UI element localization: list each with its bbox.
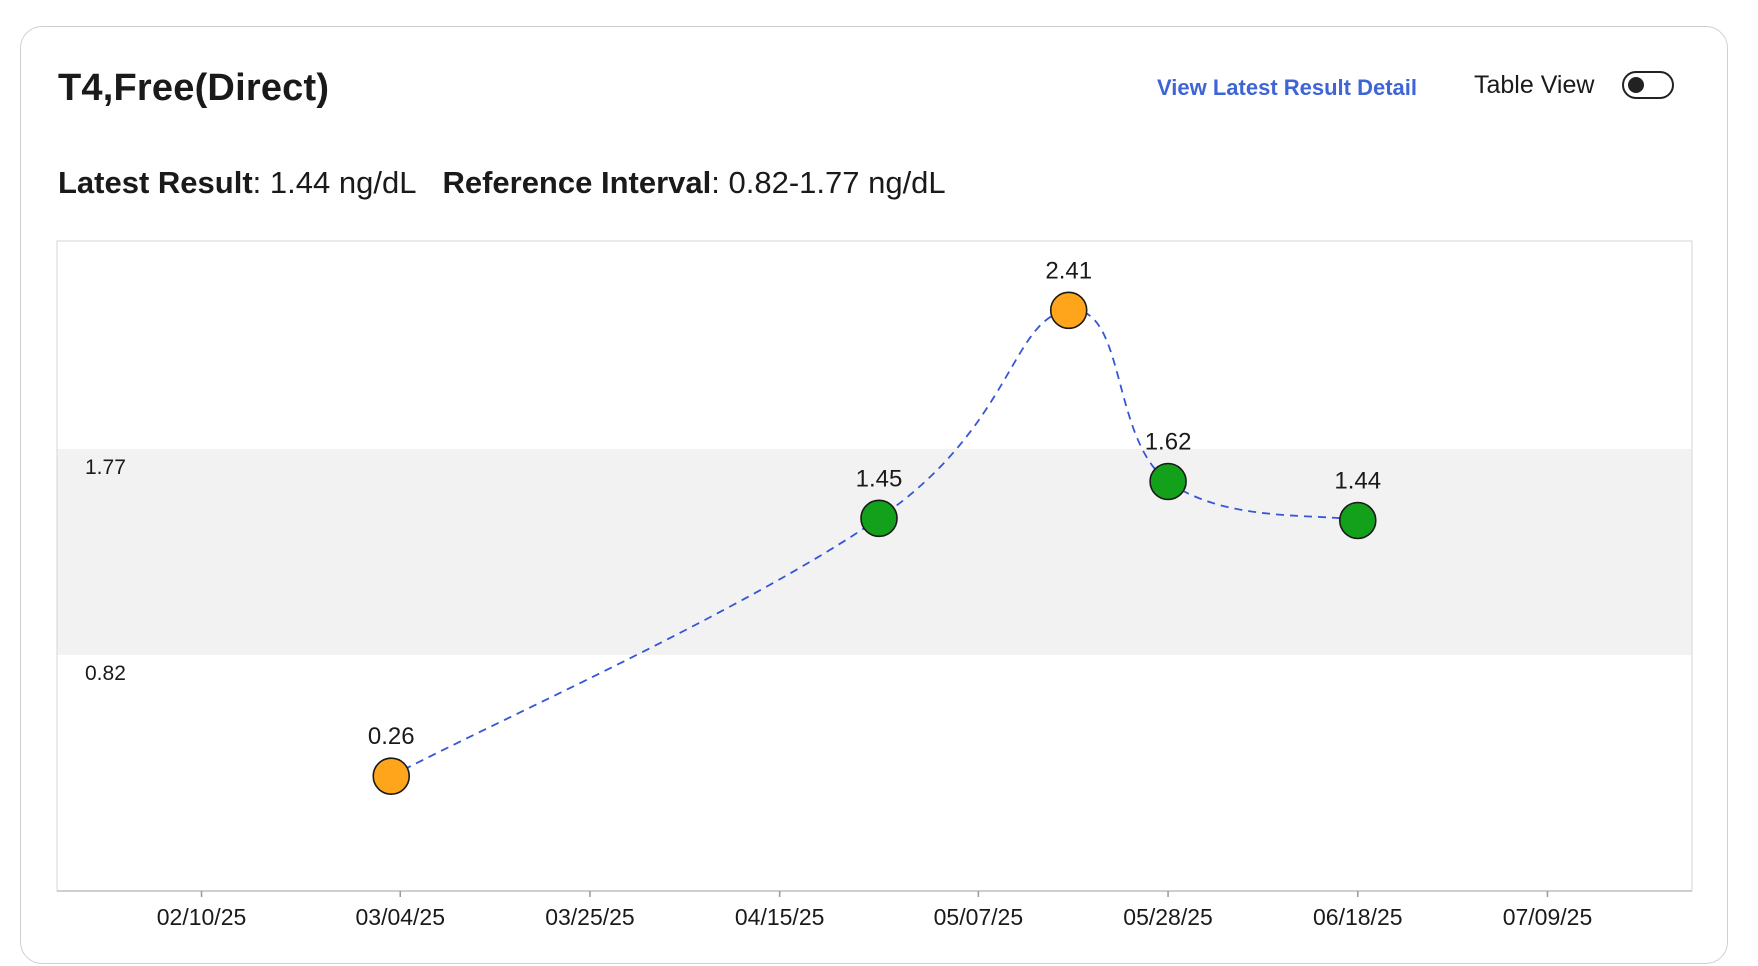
test-name-title: T4,Free(Direct) [58,67,330,109]
data-point-label: 2.41 [1045,257,1092,284]
data-point [372,757,411,795]
latest-result-label: Latest Result [58,165,253,200]
trend-line [390,309,1358,777]
reference-high-label: 1.77 [85,456,126,479]
result-summary: Latest Result: 1.44 ng/dL Reference Inter… [58,165,946,200]
data-point-label: 1.45 [856,465,903,492]
view-latest-result-detail-link[interactable]: View Latest Result Detail [1157,75,1418,100]
x-axis-tick-label: 05/07/25 [934,904,1024,930]
x-axis-tick-label: 03/25/25 [545,904,635,930]
x-axis-tick-label: 07/09/25 [1503,904,1593,930]
x-axis-tick-label: 06/18/25 [1313,904,1403,930]
table-view-toggle[interactable] [1622,71,1674,99]
data-point-label: 1.62 [1145,429,1192,456]
reference-interval-value: 0.82-1.77 ng/dL [728,165,946,200]
data-point [860,499,898,538]
x-axis-tick-label: 02/10/25 [157,904,247,930]
data-point [1338,501,1377,540]
reference-range-band [57,449,1692,655]
x-axis-tick-label: 04/15/25 [735,904,825,930]
toggle-knob-icon [1628,77,1644,93]
reference-low-label: 0.82 [85,662,126,685]
data-point [1049,291,1088,330]
table-view-label: Table View [1474,71,1595,99]
latest-result-value: 1.44 ng/dL [269,165,417,200]
data-point-label: 1.44 [1334,468,1381,495]
x-axis-tick-label: 03/04/25 [355,904,445,930]
reference-interval-label: Reference Interval [442,165,712,200]
x-axis-tick-label: 05/28/25 [1123,904,1213,930]
data-point [1149,462,1187,501]
data-point-label: 0.26 [368,723,415,750]
